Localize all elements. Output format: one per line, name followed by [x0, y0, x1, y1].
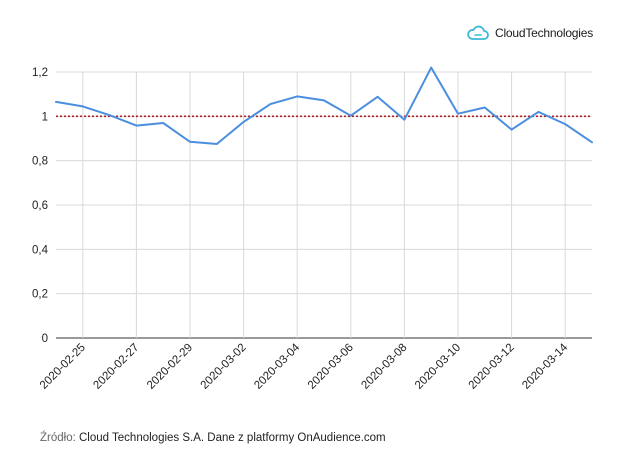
y-tick-label: 0 — [42, 333, 48, 345]
source-label: Źródło: — [40, 432, 76, 444]
x-axis-ticks: 2020-02-25 2020-02-27 2020-02-29 2020-03-02… — [38, 341, 571, 392]
cloud-icon — [467, 25, 489, 40]
x-tick-label: 2020-03-12 — [467, 342, 517, 392]
source-note: Źródło: Cloud Technologies S.A. Dane z p… — [40, 432, 386, 444]
x-tick-label: 2020-02-29 — [145, 342, 195, 392]
x-tick-label: 2020-02-25 — [38, 342, 88, 392]
chart-grid — [56, 71, 592, 339]
y-axis-ticks: 0 0,2 0,4 0,6 0,8 1 1,2 — [32, 67, 49, 345]
series-line — [55, 66, 593, 145]
brand-logo: CloudTechnologies — [466, 22, 593, 44]
x-tick-label: 2020-03-04 — [252, 341, 303, 392]
y-tick-label: 0,2 — [32, 289, 48, 301]
x-tick-label: 2020-02-27 — [91, 342, 141, 392]
x-tick-label: 2020-03-06 — [306, 342, 356, 392]
y-tick-label: 1,2 — [32, 67, 48, 79]
y-tick-label: 0,6 — [32, 200, 48, 212]
x-tick-label: 2020-03-10 — [413, 342, 463, 392]
source-text: Cloud Technologies S.A. Dane z platformy… — [79, 432, 386, 444]
y-tick-label: 1 — [42, 111, 48, 123]
x-tick-label: 2020-03-14 — [520, 341, 571, 392]
x-tick-label: 2020-03-08 — [359, 342, 409, 392]
series-group — [55, 66, 593, 145]
y-tick-label: 0,4 — [32, 244, 49, 256]
y-tick-label: 0,8 — [32, 156, 48, 168]
x-tick-label: 2020-03-02 — [199, 342, 249, 392]
brand-name: CloudTechnologies — [495, 26, 594, 40]
